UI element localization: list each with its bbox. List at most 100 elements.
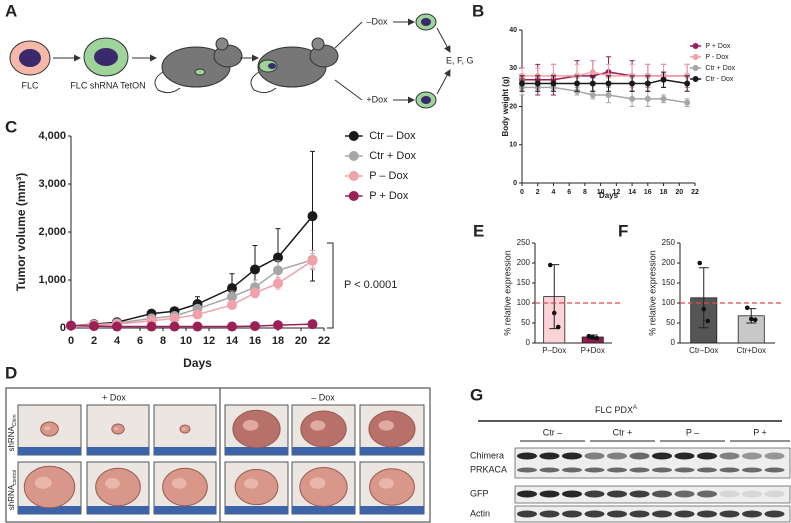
data-point bbox=[589, 69, 596, 76]
band bbox=[629, 490, 650, 498]
y-tick-label: 4,000 bbox=[38, 130, 66, 142]
data-point bbox=[250, 287, 260, 298]
row-label-text: shRNAcontrol bbox=[7, 470, 18, 510]
band bbox=[584, 452, 605, 460]
x-tick-label: 8 bbox=[160, 335, 166, 347]
data-point bbox=[307, 319, 318, 330]
outcome-label: E, F, G bbox=[446, 55, 474, 65]
legend-label: P + Dox bbox=[369, 190, 409, 202]
panel-label: D bbox=[5, 363, 17, 382]
band bbox=[697, 490, 717, 498]
band bbox=[584, 510, 605, 518]
ruler bbox=[87, 447, 149, 455]
blot-header-sup: A bbox=[633, 405, 637, 411]
data-point bbox=[534, 80, 541, 87]
y-tick-label: 150 bbox=[517, 278, 531, 287]
x-tick-label: 0 bbox=[68, 335, 74, 347]
x-tick-label: 14 bbox=[628, 189, 636, 196]
data-point bbox=[589, 92, 596, 99]
x-tick-label: 12 bbox=[612, 189, 620, 196]
row-label-text: shRNAChim bbox=[7, 414, 18, 451]
ruler bbox=[292, 506, 355, 514]
band bbox=[517, 467, 537, 473]
row-label: shRNAChim bbox=[7, 414, 18, 451]
branch-label: –Dox bbox=[366, 16, 388, 26]
band bbox=[764, 490, 785, 498]
series-line bbox=[522, 78, 688, 85]
x-tick-label: Ctr+Dox bbox=[736, 346, 766, 355]
band bbox=[764, 510, 785, 518]
x-tick-label: 10 bbox=[180, 335, 192, 347]
data-point bbox=[644, 80, 651, 87]
tumor-highlight bbox=[309, 477, 326, 489]
data-point bbox=[307, 211, 318, 222]
legend-label: Ctr - Dox bbox=[705, 76, 734, 83]
cell-label: FLC shRNA TetON bbox=[70, 80, 145, 90]
panel-label: G bbox=[470, 385, 483, 404]
blot-row-label: PRKACA bbox=[470, 464, 507, 474]
ruler bbox=[225, 447, 288, 455]
x-tick-label: 16 bbox=[644, 189, 652, 196]
x-axis-label: Days bbox=[183, 356, 212, 370]
row-label: shRNAcontrol bbox=[7, 470, 18, 510]
row-label-main: shRNA bbox=[7, 426, 16, 452]
y-tick-label: 1,000 bbox=[38, 274, 66, 286]
y-axis-label: % relative expression bbox=[647, 250, 657, 336]
y-axis-label: Body weight (g) bbox=[501, 76, 510, 136]
data-point bbox=[660, 95, 667, 102]
y-tick-label: 200 bbox=[662, 258, 676, 267]
panel-label: F bbox=[618, 221, 628, 240]
data-point bbox=[605, 80, 612, 87]
blot-strip bbox=[514, 447, 791, 479]
data-point bbox=[192, 309, 203, 320]
band bbox=[629, 452, 650, 460]
significance-bracket bbox=[327, 242, 334, 329]
group-label: – Dox bbox=[311, 392, 335, 402]
x-tick-label: 20 bbox=[675, 189, 683, 196]
series-line bbox=[522, 86, 688, 104]
data-point bbox=[574, 80, 581, 87]
band bbox=[719, 510, 740, 518]
legend-marker bbox=[348, 131, 359, 141]
arrow bbox=[436, 27, 451, 53]
y-tick-label: 150 bbox=[662, 278, 676, 287]
nucleus bbox=[94, 48, 118, 66]
band bbox=[539, 490, 560, 498]
data-point bbox=[586, 333, 592, 339]
legend-label: P - Dox bbox=[705, 54, 729, 61]
x-tick-label: P+Dox bbox=[581, 346, 605, 355]
annotation: P < 0.0001 bbox=[344, 279, 397, 291]
photo-panel: + Dox – Dox shRNAChim shRNAcontrol bbox=[5, 387, 431, 523]
y-tick-label: 30 bbox=[509, 65, 517, 72]
data-point bbox=[250, 264, 260, 275]
data-point bbox=[169, 321, 180, 332]
nucleus bbox=[19, 49, 41, 67]
band bbox=[652, 467, 672, 473]
legend-marker bbox=[692, 43, 699, 49]
band bbox=[517, 452, 537, 460]
x-tick-label: 22 bbox=[318, 335, 330, 347]
band bbox=[697, 452, 717, 460]
data-point bbox=[684, 80, 691, 87]
y-tick-label: 40 bbox=[509, 27, 517, 34]
series-line bbox=[70, 323, 313, 328]
data-point bbox=[227, 321, 237, 332]
tumor-highlight bbox=[34, 476, 52, 489]
lane-group-label: P – bbox=[686, 427, 699, 437]
data-point bbox=[192, 321, 203, 332]
band bbox=[539, 510, 560, 518]
ruler bbox=[18, 447, 81, 455]
panel-label: A bbox=[5, 1, 17, 20]
x-tick-label: 4 bbox=[114, 335, 121, 347]
y-tick-label: 2,000 bbox=[38, 226, 66, 238]
error-bar bbox=[698, 267, 709, 329]
y-tick-label: 0 bbox=[513, 180, 517, 187]
series-line bbox=[522, 71, 688, 77]
band bbox=[607, 510, 627, 518]
band bbox=[539, 467, 560, 473]
y-tick-label: 100 bbox=[517, 298, 531, 307]
panel-label: C bbox=[5, 117, 17, 136]
band bbox=[742, 467, 762, 473]
cell-label: FLC bbox=[21, 80, 39, 90]
lane-group-label: P + bbox=[753, 427, 767, 437]
